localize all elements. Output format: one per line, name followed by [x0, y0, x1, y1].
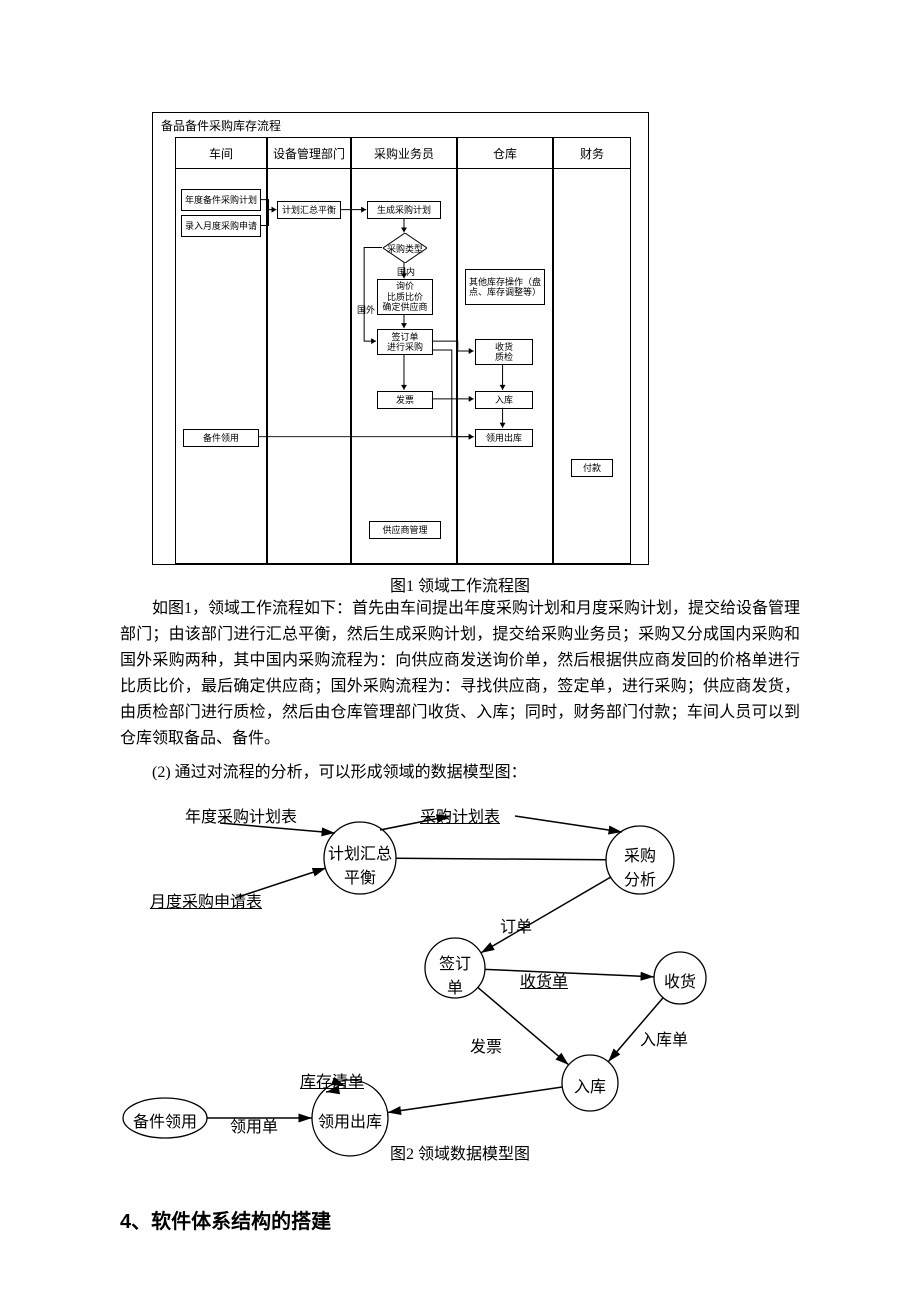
lane-header-workshop: 车间	[175, 137, 267, 169]
node-pay: 付款	[571, 459, 613, 477]
node-text-summary: 计划汇总平衡	[320, 840, 400, 888]
figure-1-title: 备品备件采购库存流程	[161, 117, 281, 134]
node-purchase-type-decision: 采购类型	[383, 233, 427, 263]
node-draw-parts: 备件领用	[183, 429, 259, 447]
paragraph-2: (2) 通过对流程的分析，可以形成领域的数据模型图：	[120, 760, 800, 786]
node-year-plan: 年度备件采购计划	[181, 189, 261, 211]
lane-header-buyer: 采购业务员	[351, 137, 457, 169]
label-month-plan: 月度采购申请表	[150, 888, 262, 912]
figure-2-caption: 图2 领域数据模型图	[0, 1140, 920, 1164]
lane-body-warehouse	[457, 169, 553, 564]
figure-1-caption: 图1 领域工作流程图	[0, 572, 920, 596]
lane-body-finance	[553, 169, 631, 564]
label-abroad: 国外	[357, 303, 375, 316]
lane-body-equipment	[267, 169, 351, 564]
label-domestic: 国内	[397, 265, 415, 278]
node-gen-plan: 生成采购计划	[367, 201, 441, 219]
node-sign: 签订单进行采购	[377, 329, 433, 355]
node-invoice: 发票	[377, 391, 433, 409]
node-inquiry: 询价比质比价确定供应商	[377, 279, 433, 315]
node-supplier-mgr: 供应商管理	[369, 521, 441, 539]
figure-2-data-model: 年度采购计划表 月度采购申请表 采购计划表 订单 收货单 发票 入库单 库存清单…	[120, 798, 800, 1143]
label-invoice: 发票	[470, 1033, 502, 1057]
node-summary: 计划汇总平衡	[277, 201, 341, 219]
node-instore: 入库	[475, 391, 533, 409]
node-text-sign: 签订单	[415, 950, 495, 998]
section-4-heading: 4、软件体系结构的搭建	[120, 1205, 331, 1234]
lane-header-warehouse: 仓库	[457, 137, 553, 169]
label-recv-note: 收货单	[520, 968, 568, 992]
node-text-instore: 入库	[550, 1073, 630, 1097]
paragraph-1: 如图1，领域工作流程如下：首先由车间提出年度采购计划和月度采购计划，提交给设备管…	[120, 596, 800, 752]
lane-body-buyer	[351, 169, 457, 564]
node-text-receive: 收货	[640, 968, 720, 992]
page: 备品备件采购库存流程 车间 设备管理部门 采购业务员 仓库 财务 年度备件采购计…	[0, 0, 920, 1302]
label-draw-note: 领用单	[230, 1113, 278, 1137]
label-year-plan: 年度采购计划表	[185, 803, 297, 827]
lane-header-equipment: 设备管理部门	[267, 137, 351, 169]
label-stock-list: 库存清单	[300, 1068, 364, 1092]
node-month-plan: 录入月度采购申请	[181, 215, 261, 237]
lane-header-finance: 财务	[553, 137, 631, 169]
node-receive: 收货质检	[475, 339, 533, 365]
node-text-analysis: 采购分析	[600, 842, 680, 890]
label-instore-note: 入库单	[640, 1026, 688, 1050]
node-text-use: 备件领用	[125, 1108, 205, 1132]
node-text-outstore: 领用出库	[310, 1108, 390, 1132]
node-other-ops: 其他库存操作（盘点、库存调整等）	[465, 269, 545, 305]
decision-label: 采购类型	[387, 242, 423, 255]
figure-1-swimlane: 备品备件采购库存流程 车间 设备管理部门 采购业务员 仓库 财务 年度备件采购计…	[152, 112, 649, 565]
label-purchase-plan: 采购计划表	[420, 803, 500, 827]
label-order: 订单	[500, 913, 532, 937]
node-outstore: 领用出库	[475, 429, 533, 447]
